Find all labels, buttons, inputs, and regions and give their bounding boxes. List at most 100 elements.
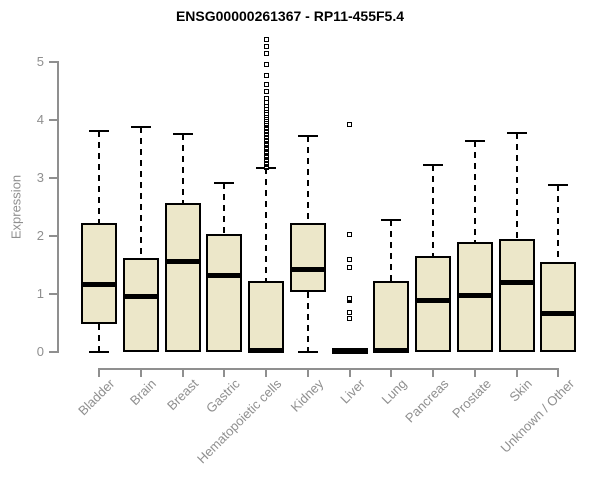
- y-axis-tick: [49, 60, 57, 63]
- upper-whisker-cap: [214, 181, 235, 184]
- upper-whisker-cap: [464, 139, 485, 142]
- median-line: [540, 311, 577, 317]
- upper-whisker-cap: [548, 183, 569, 186]
- median-line: [415, 297, 452, 303]
- box-brain: [122, 258, 159, 352]
- median-line: [164, 258, 201, 264]
- outlier-point: [347, 265, 353, 271]
- y-axis-tick-label: 5: [36, 53, 44, 69]
- box-gastric: [206, 234, 243, 352]
- upper-whisker-cap: [381, 219, 402, 222]
- outlier-point: [347, 231, 353, 237]
- box-unknown-other: [540, 261, 577, 352]
- outlier-point: [347, 296, 353, 302]
- x-axis-tick: [223, 370, 226, 377]
- outlier-point: [347, 122, 353, 128]
- median-line: [122, 293, 159, 299]
- x-axis-category-label: Kidney: [287, 376, 327, 415]
- upper-whisker-line: [265, 167, 268, 281]
- upper-whisker-line: [515, 132, 518, 240]
- upper-whisker-line: [223, 182, 226, 235]
- outlier-point: [263, 61, 269, 67]
- median-line: [373, 348, 410, 354]
- box-pancreas: [415, 255, 452, 352]
- x-axis-tick: [557, 370, 560, 377]
- upper-whisker-line: [306, 136, 309, 223]
- x-axis-tick: [348, 370, 351, 377]
- upper-whisker-cap: [423, 164, 444, 167]
- y-axis-tick-label: 4: [36, 111, 44, 127]
- y-axis-tick-label: 0: [36, 344, 44, 359]
- outlier-point: [347, 316, 353, 322]
- median-line: [81, 281, 117, 287]
- upper-whisker-line: [557, 184, 560, 262]
- x-axis-tick: [473, 370, 476, 377]
- y-axis-tick: [49, 351, 57, 353]
- x-axis-line: [98, 368, 560, 370]
- outlier-point: [263, 81, 269, 87]
- median-line: [206, 273, 243, 279]
- x-axis-tick: [515, 370, 518, 377]
- x-axis-category-label: Skin: [506, 376, 536, 405]
- upper-whisker-cap: [89, 130, 109, 133]
- x-axis-tick: [432, 370, 435, 377]
- median-line: [498, 279, 535, 285]
- x-axis-category-label: Liver: [337, 376, 369, 407]
- chart-title: ENSG00000261367 - RP11-455F5.4: [175, 8, 405, 24]
- lower-whisker-line: [306, 292, 309, 352]
- x-axis-tick: [181, 370, 184, 377]
- upper-whisker-line: [181, 134, 184, 203]
- upper-whisker-cap: [297, 135, 318, 138]
- y-axis-tick-label: 3: [36, 169, 44, 185]
- y-axis-tick-label: 2: [36, 227, 44, 243]
- y-axis-tick: [49, 234, 57, 237]
- x-axis-category-label: Gastric: [203, 376, 243, 416]
- median-line: [289, 266, 326, 272]
- x-axis-category-label: Unknown / Other: [497, 376, 578, 456]
- box-bladder: [81, 223, 117, 325]
- upper-whisker-cap: [130, 125, 151, 128]
- box-skin: [498, 239, 535, 352]
- median-line: [456, 292, 493, 298]
- x-axis-category-label: Bladder: [75, 376, 118, 419]
- upper-whisker-line: [98, 131, 100, 224]
- x-axis-tick: [265, 370, 268, 377]
- lower-whisker-cap: [297, 351, 318, 353]
- x-axis-category-label: Breast: [163, 376, 202, 414]
- upper-whisker-line: [390, 220, 393, 281]
- outlier-point: [263, 96, 269, 102]
- x-axis-tick: [139, 370, 142, 377]
- y-axis-tick: [49, 292, 57, 295]
- box-breast: [164, 202, 201, 352]
- box-lung: [373, 280, 410, 352]
- outlier-point: [263, 89, 269, 95]
- upper-whisker-cap: [172, 133, 193, 136]
- box-hematopoietic-cells: [248, 280, 285, 352]
- upper-whisker-line: [473, 140, 476, 243]
- upper-whisker-line: [139, 126, 142, 259]
- outlier-point: [263, 36, 269, 42]
- outlier-point: [263, 72, 269, 78]
- x-axis-category-label: Brain: [127, 376, 160, 409]
- y-axis-tick: [49, 176, 57, 179]
- x-axis-category-label: Pancreas: [402, 376, 452, 426]
- x-axis-tick: [390, 370, 393, 377]
- y-axis-tick: [49, 118, 57, 121]
- y-axis-tick-label: 1: [36, 285, 44, 301]
- median-line: [248, 348, 285, 354]
- y-axis-line: [57, 60, 59, 353]
- x-axis-tick: [98, 370, 100, 377]
- median-line: [331, 348, 368, 354]
- x-axis-category-label: Prostate: [448, 376, 494, 421]
- upper-whisker-line: [432, 165, 435, 256]
- box-kidney: [289, 223, 326, 293]
- x-axis-category-label: Lung: [378, 376, 410, 408]
- outlier-point: [263, 50, 269, 56]
- outlier-point: [347, 309, 353, 315]
- upper-whisker-cap: [506, 131, 527, 134]
- outlier-point: [347, 256, 353, 262]
- x-axis-tick: [306, 370, 309, 377]
- lower-whisker-cap: [89, 351, 109, 353]
- outlier-point: [263, 43, 269, 49]
